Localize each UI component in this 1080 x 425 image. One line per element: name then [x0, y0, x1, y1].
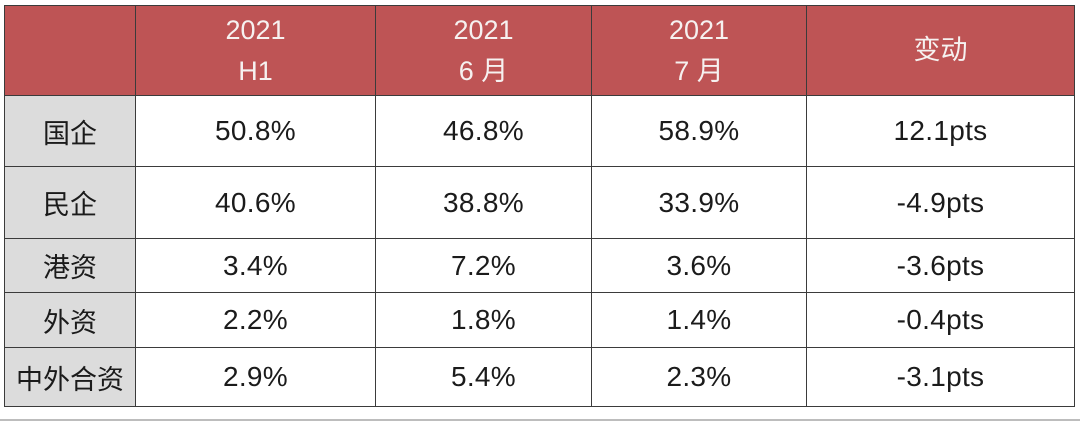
cell-jul: 33.9% — [591, 166, 807, 239]
corner-cell — [4, 5, 136, 96]
col-header-year: 2021 — [225, 14, 286, 45]
col-header-period: H1 — [238, 55, 273, 86]
row-label: 国企 — [4, 95, 136, 167]
cell-change: 12.1pts — [806, 95, 1075, 167]
cell-jun: 46.8% — [375, 95, 592, 167]
col-header-period: 7 月 — [674, 55, 724, 86]
table-row-private: 民企 40.6% 38.8% 33.9% -4.9pts — [4, 166, 1075, 239]
cell-jul: 1.4% — [591, 292, 807, 348]
cell-change: -3.6pts — [806, 238, 1075, 293]
cell-change: -0.4pts — [806, 292, 1075, 348]
row-label: 民企 — [4, 166, 136, 239]
col-header-2021-jul: 2021 7 月 — [591, 5, 807, 96]
header-row: 2021 H1 2021 6 月 2021 7 月 变动 — [4, 5, 1075, 96]
cell-jun: 7.2% — [375, 238, 592, 293]
row-label: 外资 — [4, 292, 136, 348]
col-header-change: 变动 — [806, 5, 1075, 96]
col-header-period: 6 月 — [458, 55, 509, 86]
cell-jun: 5.4% — [375, 347, 592, 407]
col-header-2021-h1: 2021 H1 — [135, 5, 376, 96]
cell-jul: 58.9% — [591, 95, 807, 167]
col-header-year: 2021 — [453, 14, 514, 45]
table-row-foreign-funded: 外资 2.2% 1.8% 1.4% -0.4pts — [4, 292, 1075, 348]
cell-jul: 3.6% — [591, 238, 807, 293]
col-header-year: 2021 — [668, 14, 730, 45]
row-label: 中外合资 — [4, 347, 136, 407]
cell-jun: 38.8% — [375, 166, 592, 239]
cell-change: -4.9pts — [806, 166, 1075, 239]
col-header-2021-jun: 2021 6 月 — [375, 5, 592, 96]
cell-change: -3.1pts — [806, 347, 1075, 407]
cell-jun: 1.8% — [375, 292, 592, 348]
cell-jul: 2.3% — [591, 347, 807, 407]
cell-h1: 40.6% — [135, 166, 376, 239]
cell-h1: 2.2% — [135, 292, 376, 348]
cell-h1: 50.8% — [135, 95, 376, 167]
table-row-soe: 国企 50.8% 46.8% 58.9% 12.1pts — [4, 95, 1075, 167]
page-edge-line — [0, 419, 1080, 421]
table-row-joint-venture: 中外合资 2.9% 5.4% 2.3% -3.1pts — [4, 347, 1075, 407]
row-label: 港资 — [4, 238, 136, 293]
col-header-change-label: 变动 — [913, 35, 968, 65]
ownership-share-table: 2021 H1 2021 6 月 2021 7 月 变动 国企 50.8% — [4, 5, 1075, 407]
cell-h1: 3.4% — [135, 238, 376, 293]
table-row-hk-funded: 港资 3.4% 7.2% 3.6% -3.6pts — [4, 238, 1075, 293]
cell-h1: 2.9% — [135, 347, 376, 407]
